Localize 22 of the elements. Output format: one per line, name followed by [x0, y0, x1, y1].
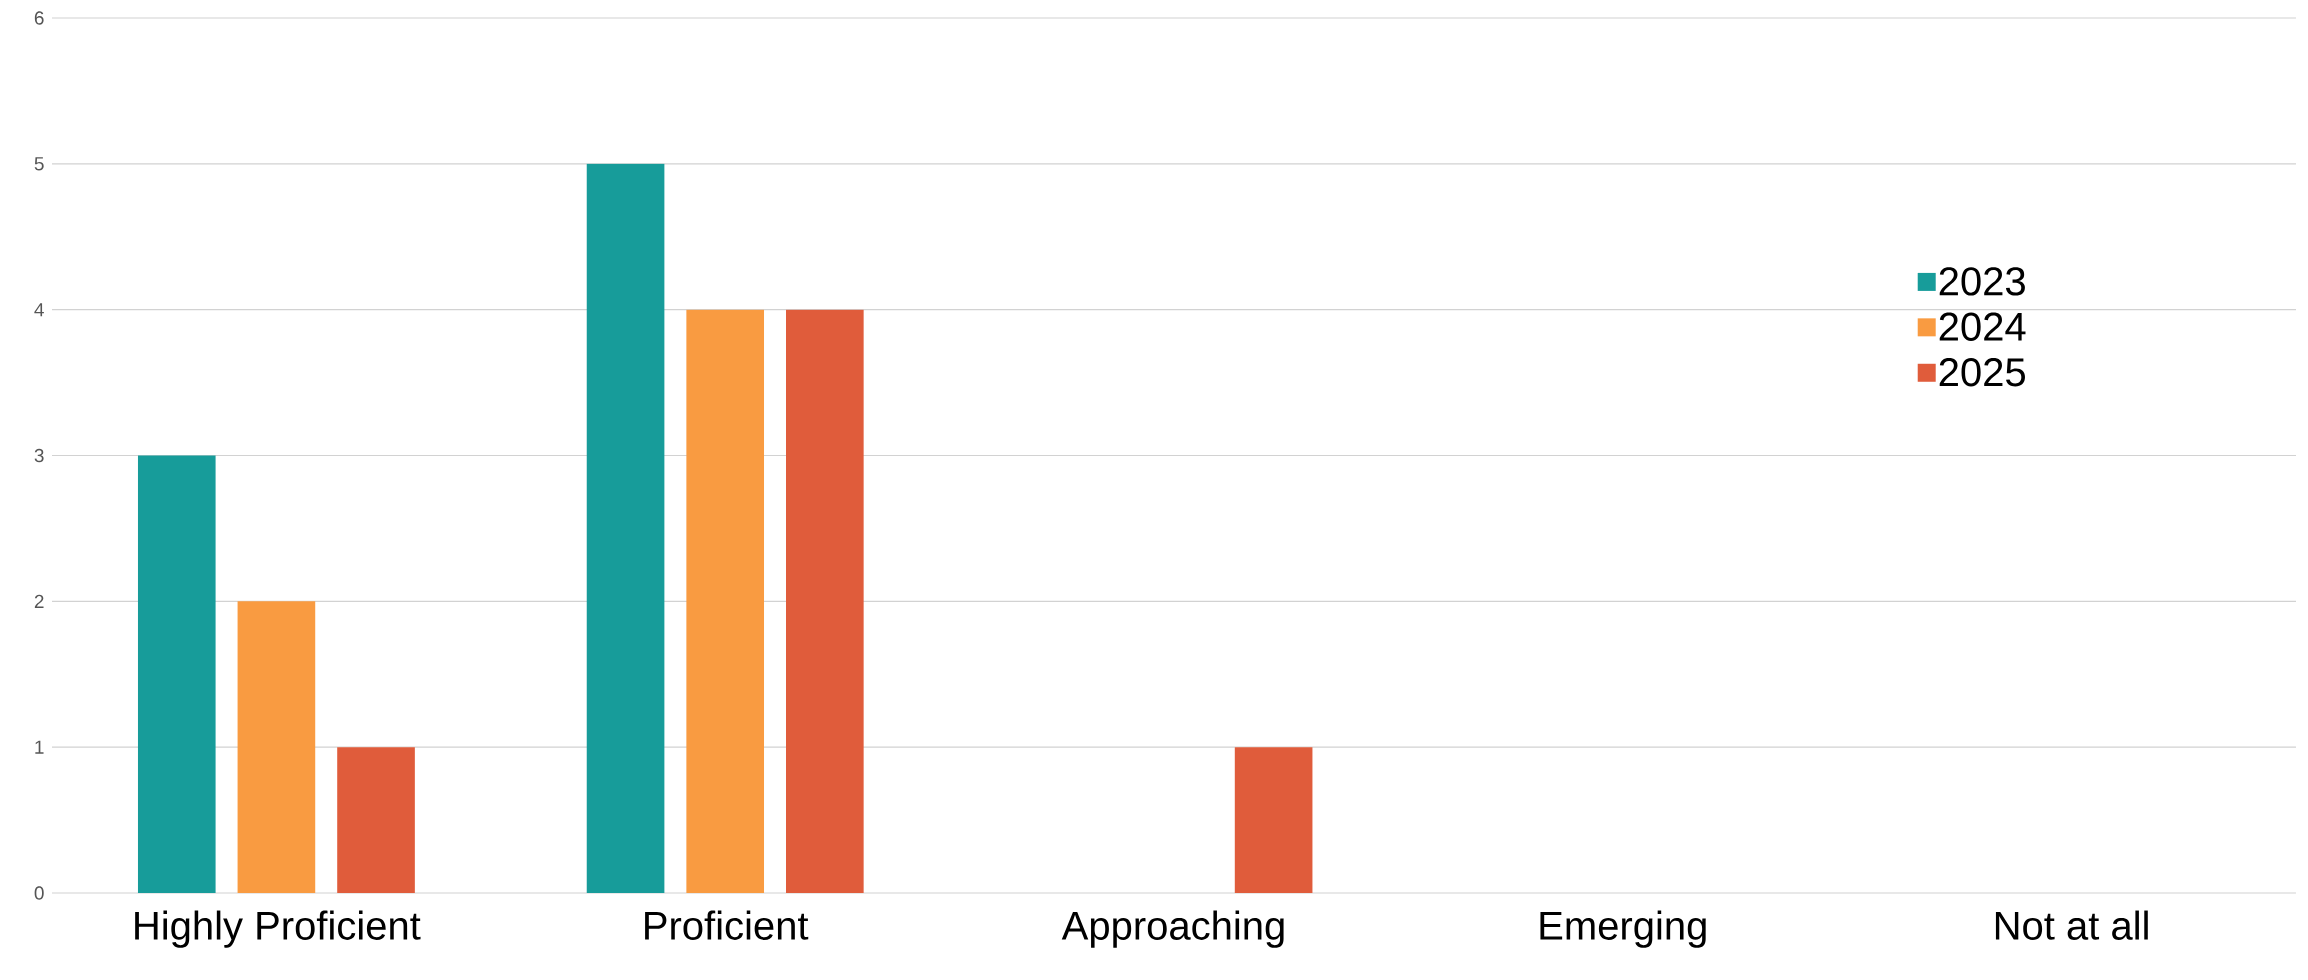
- bar: [586, 163, 665, 893]
- x-tick-label: Proficient: [645, 910, 809, 940]
- bar: [686, 309, 765, 893]
- legend-label: 2025: [1939, 358, 2025, 387]
- legend-label: 2024: [1939, 312, 2026, 341]
- bar: [786, 309, 864, 893]
- y-tick-label: 0: [34, 886, 44, 900]
- y-tick-label: 2: [34, 594, 44, 608]
- bar: [237, 601, 316, 893]
- x-tick-label: Not at all: [1995, 910, 2148, 940]
- bar: [337, 747, 415, 893]
- x-tick-label: Emerging: [1540, 910, 1706, 948]
- x-tick-label: Approaching: [1061, 910, 1284, 948]
- bar: [1234, 747, 1313, 893]
- y-tick-label: 6: [34, 11, 44, 25]
- bar: [137, 455, 216, 893]
- y-tick-label: 3: [34, 448, 44, 463]
- x-tick-label: Highly Proficient: [135, 910, 421, 948]
- legend-label: 2023: [1939, 267, 2025, 296]
- y-tick-label: 1: [35, 740, 44, 754]
- y-tick-label: 4: [34, 303, 44, 317]
- y-tick-label: 5: [34, 157, 44, 171]
